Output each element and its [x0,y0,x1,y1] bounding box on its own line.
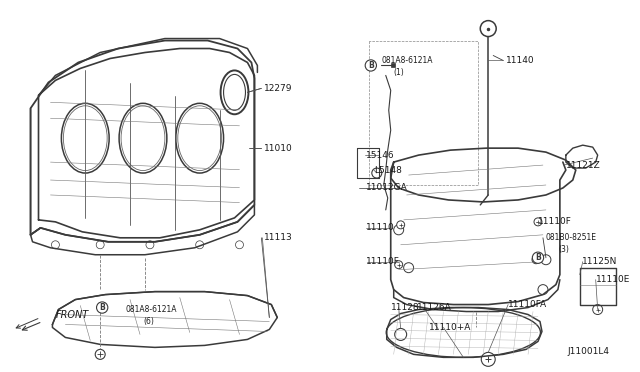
Text: (1): (1) [394,68,404,77]
Text: 11125N: 11125N [582,257,617,266]
Text: B: B [368,61,374,70]
Circle shape [534,218,542,226]
Text: J11001L4: J11001L4 [568,347,610,356]
Text: 11110FA: 11110FA [508,300,547,309]
Text: 11010: 11010 [264,144,293,153]
Text: 15146: 15146 [366,151,394,160]
Text: 11110F: 11110F [538,217,572,227]
Text: 11110: 11110 [366,223,395,232]
Text: 11121Z: 11121Z [566,161,600,170]
Text: 11110+A: 11110+A [429,323,471,332]
Text: 11128: 11128 [391,303,419,312]
Text: 081B0-8251E: 081B0-8251E [546,233,597,242]
Circle shape [196,241,204,249]
Text: L5148: L5148 [374,166,402,174]
Text: 11012GA: 11012GA [366,183,408,192]
Circle shape [394,225,404,235]
Text: 11140: 11140 [506,56,535,65]
Text: 12279: 12279 [264,84,293,93]
Circle shape [51,241,60,249]
Text: 081A8-6121A: 081A8-6121A [125,305,177,314]
Text: B: B [535,253,541,262]
Text: (6): (6) [143,317,154,326]
Circle shape [532,256,540,264]
Text: B: B [99,303,105,312]
Text: 11110F: 11110F [366,257,400,266]
Text: 11110E: 11110E [596,275,630,284]
Circle shape [95,349,105,359]
Text: 081A8-6121A: 081A8-6121A [382,56,433,65]
Circle shape [404,263,413,273]
Text: (3): (3) [558,245,569,254]
Circle shape [236,241,243,249]
Text: FRONT: FRONT [56,310,89,320]
Circle shape [538,285,548,295]
Circle shape [96,241,104,249]
Circle shape [395,328,406,340]
Circle shape [593,305,603,314]
Circle shape [395,261,403,269]
Circle shape [541,255,551,265]
Circle shape [397,221,404,229]
Text: 11113: 11113 [264,233,293,242]
Circle shape [146,241,154,249]
Circle shape [481,352,495,366]
Text: 11126A: 11126A [417,303,451,312]
